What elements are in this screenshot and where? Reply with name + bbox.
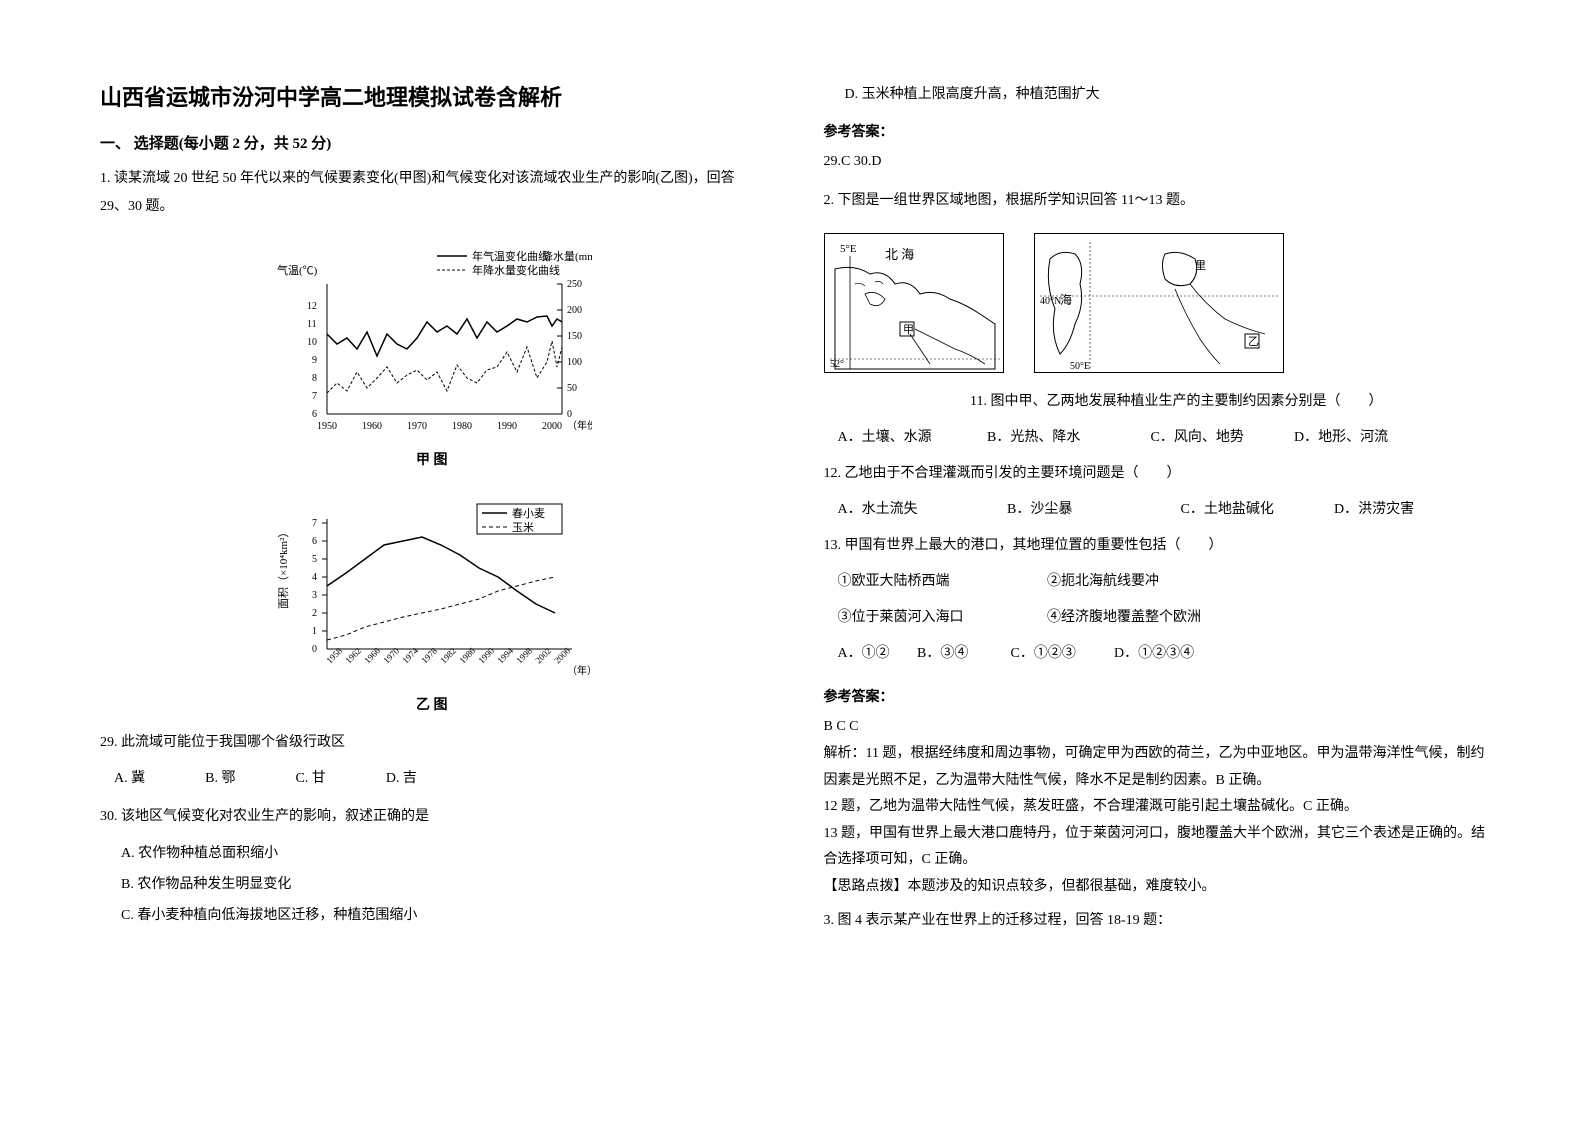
svg-text:1994: 1994: [495, 645, 515, 665]
q13-items: ①欧亚大陆桥西端 ②扼北海航线要冲: [824, 568, 1488, 596]
svg-text:8: 8: [312, 373, 317, 384]
q2-answer-label: 参考答案：: [824, 686, 1488, 706]
chart1-temp-line: [327, 316, 562, 356]
svg-text:1990: 1990: [497, 421, 517, 432]
svg-text:5: 5: [312, 554, 317, 565]
q11-text: 11. 图中甲、乙两地发展种植业生产的主要制约因素分别是（ ）: [824, 388, 1488, 416]
q2-explain3: 13 题，甲国有世界上最大港口鹿特丹，位于莱茵河河口，腹地覆盖大半个欧洲，其它三…: [824, 821, 1488, 874]
svg-text:12: 12: [307, 301, 317, 312]
chart2-container: 春小麦 玉米 面积（×10⁴km²） 0 1 2 3 4 5 6 7: [100, 499, 764, 714]
svg-text:春小麦: 春小麦: [512, 507, 545, 520]
q29-text: 29. 此流域可能位于我国哪个省级行政区: [100, 729, 764, 757]
svg-text:1970: 1970: [381, 645, 401, 665]
svg-text:6: 6: [312, 536, 317, 547]
svg-text:2006: 2006: [552, 645, 572, 665]
section-header: 一、 选择题(每小题 2 分，共 52 分): [100, 132, 764, 153]
map-row: 5°E 北 海 甲 52° 海 里 乙: [824, 233, 1488, 373]
svg-text:甲: 甲: [903, 324, 914, 336]
q3-stem: 3. 图 4 表示某产业在世界上的迁移过程，回答 18-19 题：: [824, 907, 1488, 935]
svg-text:150: 150: [567, 331, 582, 342]
svg-text:11: 11: [307, 319, 317, 330]
svg-text:海: 海: [1060, 292, 1072, 307]
left-column: 山西省运城市汾河中学高二地理模拟试卷含解析 一、 选择题(每小题 2 分，共 5…: [100, 80, 764, 1042]
svg-text:乙: 乙: [1248, 335, 1259, 348]
svg-text:北 海: 北 海: [885, 247, 914, 262]
svg-text:3: 3: [312, 590, 317, 601]
q12-text: 12. 乙地由于不合理灌溉而引发的主要环境问题是（ ）: [824, 460, 1488, 488]
chart2-corn-line: [327, 577, 555, 640]
q13-items2: ③位于莱茵河入海口 ④经济腹地覆盖整个欧洲: [824, 604, 1488, 632]
svg-text:2: 2: [312, 608, 317, 619]
svg-text:50°E: 50°E: [1070, 361, 1090, 372]
q13-options: A．①② B．③④ C．①②③ D．①②③④: [824, 640, 1488, 668]
svg-text:1998: 1998: [514, 645, 534, 665]
svg-text:6: 6: [312, 409, 317, 420]
svg-text:面积（×10⁴km²）: 面积（×10⁴km²）: [277, 527, 290, 609]
q2-stem: 2. 下图是一组世界区域地图，根据所学知识回答 11～13 题。: [824, 187, 1488, 215]
svg-text:5°E: 5°E: [840, 243, 857, 255]
svg-text:0: 0: [567, 409, 572, 420]
q2-tip: 【思路点拨】本题涉及的知识点较多，但都很基础，难度较小。: [824, 874, 1488, 901]
chart1-legend1: 年气温变化曲线: [472, 249, 549, 263]
q30-text: 30. 该地区气候变化对农业生产的影响，叙述正确的是: [100, 803, 764, 831]
svg-text:0: 0: [312, 644, 317, 655]
chart1-ylabel-right: 降水量(mm): [542, 249, 592, 263]
svg-text:1986: 1986: [457, 645, 477, 665]
svg-text:2000: 2000: [542, 421, 562, 432]
svg-text:玉米: 玉米: [512, 521, 534, 534]
q1-answer: 29.C 30.D: [824, 149, 1488, 176]
chart2-wheat-line: [327, 537, 555, 613]
map1-svg: 5°E 北 海 甲 52°: [824, 233, 1004, 373]
svg-text:1990: 1990: [476, 645, 496, 665]
q30-options: A. 农作物种植总面积缩小 B. 农作物品种发生明显变化 C. 春小麦种植向低海…: [100, 839, 764, 931]
svg-text:250: 250: [567, 279, 582, 290]
page-title: 山西省运城市汾河中学高二地理模拟试卷含解析: [100, 80, 764, 112]
svg-text:1966: 1966: [362, 645, 382, 665]
chart2-svg: 春小麦 玉米 面积（×10⁴km²） 0 1 2 3 4 5 6 7: [272, 499, 592, 689]
svg-text:1950: 1950: [317, 421, 337, 432]
svg-text:4: 4: [312, 572, 317, 583]
right-column: D. 玉米种植上限高度升高，种植范围扩大 参考答案： 29.C 30.D 2. …: [824, 80, 1488, 1042]
q12-options: A．水土流失 B．沙尘暴 C．土地盐碱化 D．洪涝灾害: [824, 496, 1488, 524]
svg-text:7: 7: [312, 391, 317, 402]
q29-options: A. 冀 B. 鄂 C. 甘 D. 吉: [100, 765, 764, 793]
svg-text:1: 1: [312, 626, 317, 637]
chart1-legend2: 年降水量变化曲线: [472, 263, 560, 277]
chart1-container: 年气温变化曲线 年降水量变化曲线 降水量(mm) 气温(℃) 6 7 8 9 1…: [100, 244, 764, 469]
svg-text:100: 100: [567, 357, 582, 368]
svg-text:52°: 52°: [830, 359, 844, 370]
q13-text: 13. 甲国有世界上最大的港口，其地理位置的重要性包括（ ）: [824, 532, 1488, 560]
svg-text:1970: 1970: [407, 421, 427, 432]
svg-text:1980: 1980: [452, 421, 472, 432]
q2-explain1: 解析：11 题，根据经纬度和周边事物，可确定甲为西欧的荷兰，乙为中亚地区。甲为温…: [824, 741, 1488, 794]
chart1-title: 甲 图: [416, 449, 448, 469]
svg-text:10: 10: [307, 337, 317, 348]
chart2-title: 乙 图: [416, 694, 448, 714]
q1-stem: 1. 读某流域 20 世纪 50 年代以来的气候要素变化(甲图)和气候变化对该流…: [100, 165, 764, 221]
svg-text:40°N: 40°N: [1040, 296, 1061, 307]
svg-text:1978: 1978: [419, 645, 439, 665]
chart1-precip-line: [327, 341, 562, 393]
svg-text:7: 7: [312, 518, 317, 529]
q1-answer-label: 参考答案：: [824, 121, 1488, 141]
svg-text:1974: 1974: [400, 645, 420, 665]
svg-text:里: 里: [1195, 259, 1206, 272]
chart1-ylabel-left: 气温(℃): [277, 263, 318, 277]
svg-text:50: 50: [567, 383, 577, 394]
chart1-svg: 年气温变化曲线 年降水量变化曲线 降水量(mm) 气温(℃) 6 7 8 9 1…: [272, 244, 592, 444]
svg-text:（年份）: （年份）: [567, 419, 592, 432]
svg-text:200: 200: [567, 305, 582, 316]
q30-d: D. 玉米种植上限高度升高，种植范围扩大: [824, 80, 1488, 111]
svg-text:9: 9: [312, 355, 317, 366]
map2-svg: 海 里 乙 40°N 50°E: [1034, 233, 1284, 373]
svg-text:1960: 1960: [362, 421, 382, 432]
q2-answer: B C C: [824, 714, 1488, 741]
q2-explain2: 12 题，乙地为温带大陆性气候，蒸发旺盛，不合理灌溉可能引起土壤盐碱化。C 正确…: [824, 794, 1488, 821]
q11-options: A．土壤、水源 B．光热、降水 C．风向、地势 D．地形、河流: [824, 424, 1488, 452]
svg-text:（年）: （年）: [567, 664, 592, 677]
